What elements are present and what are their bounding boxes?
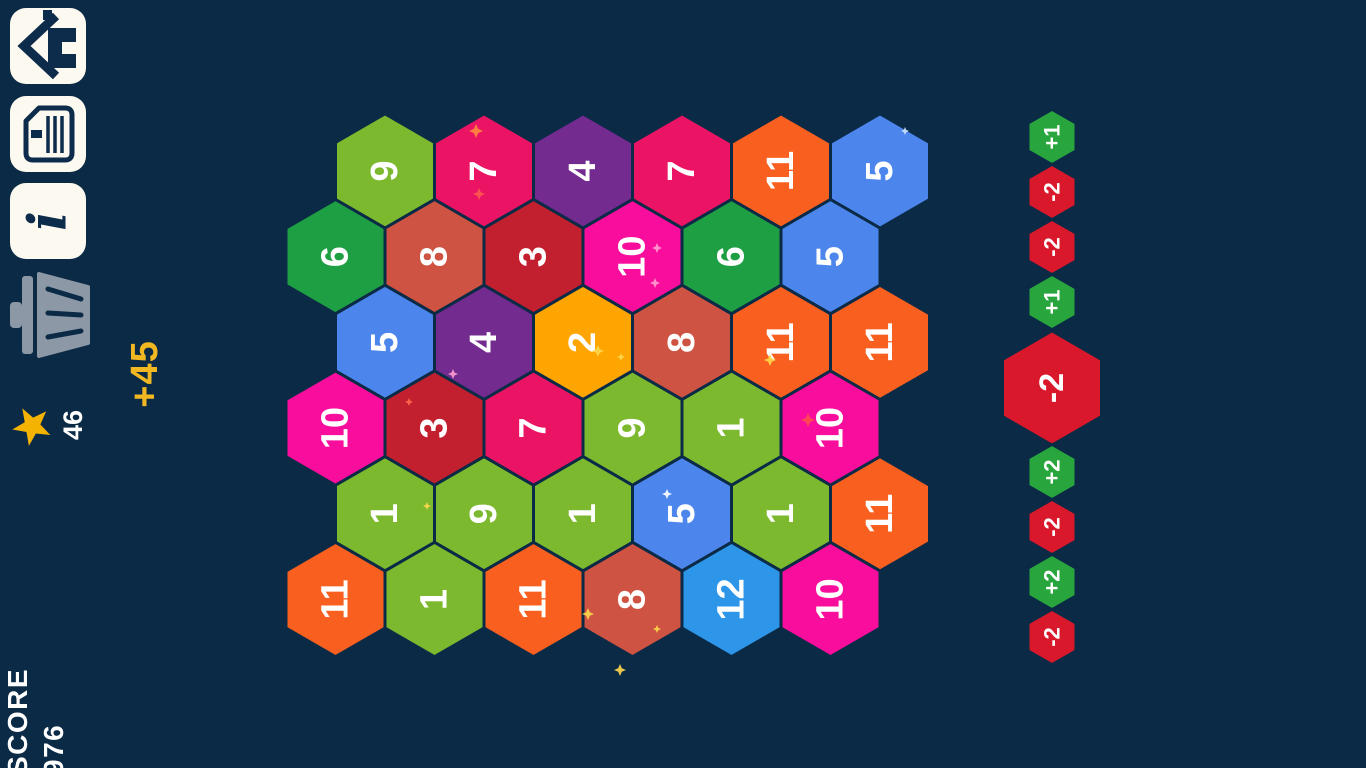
hex-value: 2 [562,332,604,353]
bonus-hex: -2 [1026,607,1078,667]
hex-value: 1 [711,418,753,439]
trash-button[interactable] [6,266,98,371]
bonus-hex: -2 [1026,217,1078,277]
news-icon [23,105,75,163]
hex-value: 12 [711,578,753,620]
hex-value: 1 [562,503,604,524]
hex-cell[interactable]: 5 [779,197,882,316]
hex-value: 6 [315,246,357,267]
hex-value: 5 [810,246,852,267]
hex-value: -2 [1040,627,1065,647]
hex-value: 9 [463,503,505,524]
hex-value: 11 [315,579,357,619]
hex-value: 5 [859,160,901,181]
hex-cell[interactable]: 11 [829,283,931,402]
hex-value: +1 [1040,124,1065,149]
bonus-hex: -2 [1026,162,1078,222]
hex-value: 7 [463,160,505,181]
home-icon [17,10,76,80]
star-icon [10,404,54,453]
info-icon: i [18,211,79,231]
sparkle [652,243,662,253]
hex-value: 3 [513,246,555,267]
hex-value: 9 [612,418,654,439]
sparkle [473,188,485,200]
hex-value: +2 [1040,569,1065,594]
trash-icon [10,272,90,358]
sparkle [592,345,604,357]
hex-cell[interactable]: 1 [383,540,486,659]
hex-value: 1 [414,589,456,610]
hex-value: 4 [463,332,505,353]
svg-text:i: i [18,211,79,231]
sparkle [614,664,626,676]
sparkle [764,354,776,366]
bonus-hex: -2 [1026,497,1078,557]
hex-value: -2 [1040,237,1065,257]
sparkle [901,127,909,135]
hex-cell[interactable]: 12 [680,540,783,659]
bonus-hex-large: -2 [1001,329,1103,447]
hex-value: 1 [364,503,406,524]
hex-value: +2 [1040,459,1065,484]
sparkle [448,369,458,379]
hex-cell[interactable]: 4 [532,112,634,230]
hex-cell[interactable]: 1 [730,454,832,573]
hex-cell[interactable]: 10 [779,540,882,659]
sparkle [653,625,661,633]
bonus-hex: +1 [1026,272,1078,332]
hex-value: 5 [364,332,406,353]
sparkle [423,502,431,510]
bonus-hex: +1 [1026,107,1078,167]
hex-value: 11 [760,322,802,362]
bonus-hex: +2 [1026,442,1078,502]
sparkle [582,608,594,620]
hex-value: 10 [810,407,852,449]
hex-value: -2 [1033,373,1071,403]
hex-cell[interactable]: 11 [730,283,832,402]
hex-value: 6 [711,246,753,267]
hex-value: 3 [414,418,456,439]
hex-value: 9 [364,160,406,181]
hex-cell[interactable]: 10 [779,369,882,488]
sparkle [405,398,413,406]
hex-value: 8 [414,246,456,267]
hex-value: 10 [810,578,852,620]
sparkle [617,353,625,361]
hex-cell[interactable]: 6 [680,197,783,316]
bonus-hex: +2 [1026,552,1078,612]
hex-value: 11 [859,494,901,534]
hex-cell[interactable]: 11 [482,540,585,659]
hex-value: 8 [612,589,654,610]
hex-value: 11 [760,151,802,191]
news-button[interactable] [10,96,86,172]
hex-value: 7 [513,418,555,439]
info-button[interactable]: i [10,183,86,259]
hex-value: 10 [612,236,654,278]
sparkle [650,278,660,288]
hex-value: 4 [562,160,604,181]
hex-cell[interactable]: 5 [829,112,931,230]
sparkle [662,489,672,499]
hex-value: 10 [315,407,357,449]
hex-value: 7 [661,160,703,181]
hex-cell[interactable]: 11 [829,454,931,573]
hex-value: -2 [1040,517,1065,537]
hex-value: 5 [661,503,703,524]
hex-value: +1 [1040,289,1065,314]
home-button[interactable] [10,8,86,84]
hex-value: -2 [1040,182,1065,202]
sparkle [469,124,483,138]
hex-value: 11 [859,322,901,362]
hex-value: 1 [760,503,802,524]
hex-value: 8 [661,332,703,353]
sparkle [801,413,815,427]
hex-value: 11 [513,579,555,619]
